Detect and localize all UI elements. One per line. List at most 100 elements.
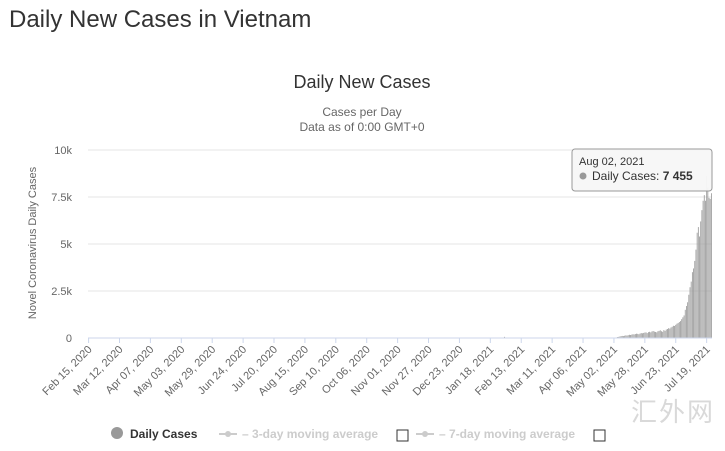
bar[interactable] [640,333,642,338]
bar[interactable] [633,334,635,338]
bar[interactable] [701,210,703,338]
legend-label-3-day: – 3-day moving average [242,427,378,441]
bar[interactable] [663,330,665,338]
bar[interactable] [659,330,661,338]
bar[interactable] [693,268,694,338]
y-tick-label: 10k [54,145,72,157]
bar[interactable] [631,334,633,338]
bar[interactable] [678,322,680,338]
bar[interactable] [662,331,664,338]
bar[interactable] [690,281,692,338]
legend-label-3-day-text: 3-day moving average [252,427,378,441]
bar[interactable] [628,334,630,338]
bar[interactable] [677,322,679,338]
bar[interactable] [664,330,666,338]
legend-checkbox-3-day[interactable] [396,429,409,442]
bar[interactable] [706,176,708,338]
bar[interactable] [700,221,702,338]
tooltip: Aug 02, 2021 Daily Cases: 7 455 [571,148,713,192]
bar[interactable] [687,302,689,338]
bar[interactable] [689,287,691,338]
legend-label-daily-cases: Daily Cases [130,427,198,441]
chart-subtitle-line-2: Data as of 0:00 GMT+0 [299,120,424,134]
bar[interactable] [630,334,631,338]
bar[interactable] [638,334,640,338]
bar-series-daily-cases[interactable] [504,176,712,338]
bar[interactable] [656,332,658,338]
bar[interactable] [668,328,670,338]
bar[interactable] [699,236,700,338]
bar[interactable] [675,324,677,338]
bar[interactable] [649,331,651,338]
bar[interactable] [634,334,636,338]
bar[interactable] [653,331,655,338]
bar[interactable] [672,325,674,338]
legend-label-7-day-text: 7-day moving average [449,427,575,441]
bar[interactable] [643,332,645,338]
bar[interactable] [646,333,648,338]
bar[interactable] [694,260,696,338]
bar[interactable] [696,232,698,338]
bar[interactable] [618,336,620,338]
legend-item-3-day-moving-average[interactable]: – 3-day moving average [219,427,409,442]
bar[interactable] [684,309,686,338]
bar[interactable] [651,331,653,338]
bar[interactable] [681,319,683,338]
legend-marker-daily-cases [111,427,123,439]
bar[interactable] [657,331,659,338]
bar[interactable] [648,332,649,338]
legend-marker-3-day [225,431,231,437]
tooltip-date: Aug 02, 2021 [579,156,644,168]
bar[interactable] [709,198,711,338]
legend-item-daily-cases[interactable]: Daily Cases [111,427,198,441]
bar[interactable] [504,336,506,338]
bar[interactable] [624,335,626,338]
bar[interactable] [671,326,673,338]
bar[interactable] [642,333,643,338]
bar[interactable] [691,272,693,338]
y-tick-label: 2.5k [51,286,72,298]
bar[interactable] [710,193,712,338]
bar[interactable] [639,333,641,338]
bar[interactable] [686,306,687,338]
bar[interactable] [697,227,699,338]
bar[interactable] [707,187,709,338]
bar[interactable] [650,332,652,338]
bar[interactable] [652,331,654,338]
bar[interactable] [644,332,646,338]
bar[interactable] [623,336,624,338]
bar[interactable] [625,335,627,338]
legend-checkbox-7-day[interactable] [593,429,606,442]
bar[interactable] [655,331,656,338]
bar[interactable] [680,321,681,338]
legend-item-7-day-moving-average[interactable]: – 7-day moving average [416,427,606,442]
bar[interactable] [703,195,705,338]
bar[interactable] [674,325,675,338]
bar[interactable] [658,330,660,338]
bar[interactable] [676,323,678,338]
bar[interactable] [621,335,623,338]
gridlines [88,149,712,292]
bar[interactable] [665,329,667,338]
bar[interactable] [702,200,704,338]
bar[interactable] [669,328,671,338]
bar[interactable] [620,336,622,338]
bar[interactable] [708,197,710,338]
watermark-logo: 汇外网 [630,398,715,428]
bar[interactable] [695,249,697,338]
bar[interactable] [682,317,684,338]
bar[interactable] [667,328,668,338]
bar[interactable] [688,294,690,338]
bar[interactable] [683,315,685,338]
bar[interactable] [705,200,706,338]
legend: Daily Cases – 3-day moving average – 7-d… [111,427,606,442]
bar[interactable] [670,327,672,338]
bar[interactable] [645,332,647,338]
bar[interactable] [626,335,628,338]
bar[interactable] [637,333,639,338]
bar[interactable] [632,334,634,338]
bar[interactable] [619,336,621,339]
bar[interactable] [627,335,629,338]
bar[interactable] [661,331,662,338]
bar[interactable] [636,333,637,338]
